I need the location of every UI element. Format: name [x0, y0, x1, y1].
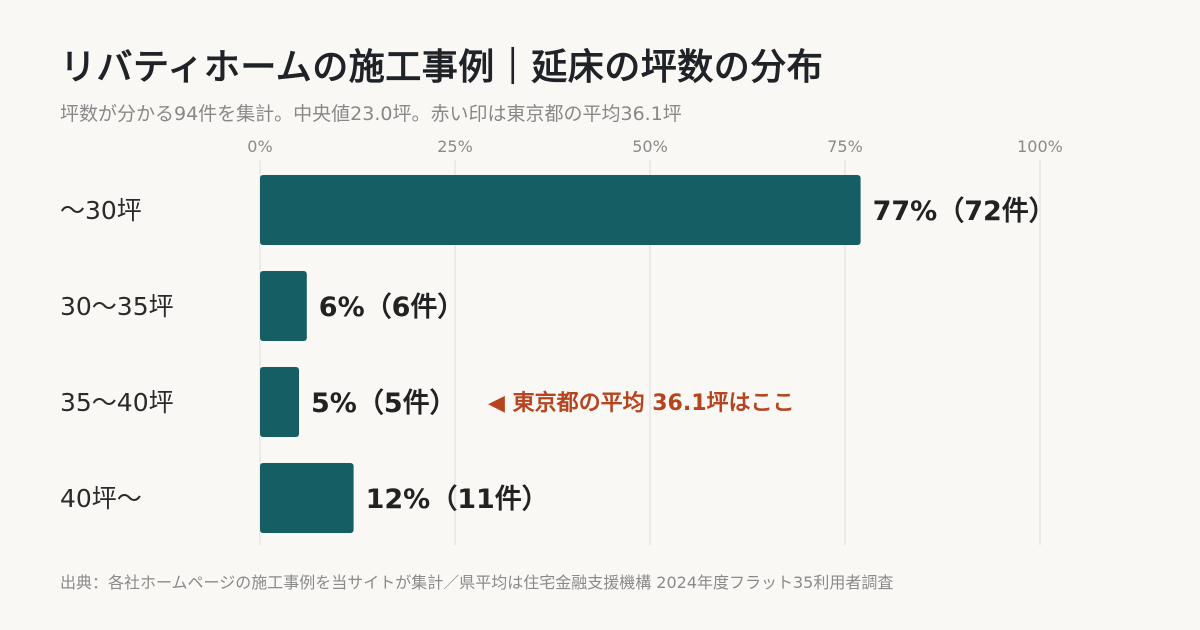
- category-label: 30〜35坪: [60, 292, 174, 321]
- labels: 〜30坪 77%（72件） 30〜35坪 6%（6件） 35〜40坪 5%（5件） ◀ 東京…: [60, 196, 1056, 515]
- bar: [260, 175, 861, 245]
- category-label: 40坪〜: [60, 484, 142, 513]
- chart-title: リバティホームの施工事例｜延床の坪数の分布: [60, 47, 824, 88]
- chart-subtitle: 坪数が分かる94件を集計。中央値23.0坪。赤い印は東京都の平均36.1坪: [60, 103, 682, 125]
- x-tick-label: 0%: [247, 137, 272, 156]
- value-label: 5%（5件）: [311, 388, 457, 419]
- x-tick-label: 100%: [1017, 137, 1063, 156]
- x-tick-label: 50%: [632, 137, 668, 156]
- bar: [260, 271, 307, 341]
- value-label: 6%（6件）: [319, 292, 465, 323]
- tokyo-average-annotation: ◀ 東京都の平均 36.1坪はここ: [488, 390, 795, 416]
- bar: [260, 367, 299, 437]
- source-note: 出典：各社ホームページの施工事例を当サイトが集計／県平均は住宅金融支援機構 20…: [60, 573, 894, 592]
- bar: [260, 463, 354, 533]
- category-label: 〜30坪: [60, 196, 142, 225]
- value-label: 12%（11件）: [366, 484, 549, 515]
- x-axis-ticks: 0% 25% 50% 75% 100%: [247, 137, 1063, 156]
- bars: [260, 175, 861, 533]
- x-tick-label: 75%: [827, 137, 863, 156]
- category-label: 35〜40坪: [60, 388, 174, 417]
- value-label: 77%（72件）: [873, 196, 1056, 227]
- x-tick-label: 25%: [437, 137, 473, 156]
